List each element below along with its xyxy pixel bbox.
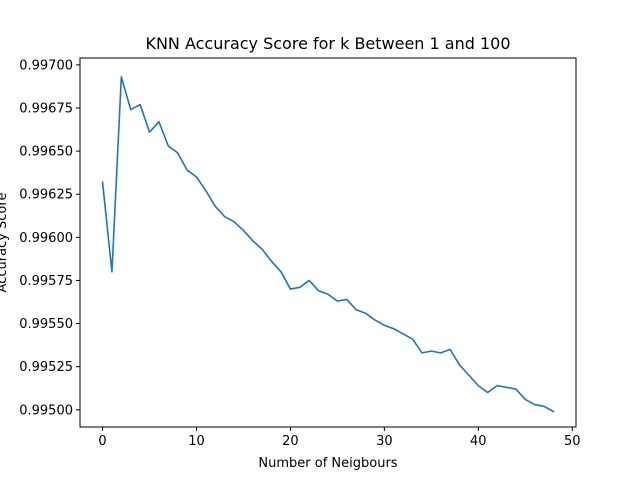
axes-frame bbox=[79, 57, 577, 428]
y-tick-label: 0.99550 bbox=[19, 317, 73, 332]
y-tick-label: 0.99500 bbox=[19, 403, 73, 418]
y-tick-label: 0.99575 bbox=[19, 274, 73, 289]
x-tick-label: 20 bbox=[282, 434, 299, 449]
x-axis-ticks: 0 10 20 30 40 50 bbox=[98, 427, 581, 449]
x-tick-label: 40 bbox=[470, 434, 487, 449]
y-tick-label: 0.99625 bbox=[19, 188, 73, 203]
series-line-0 bbox=[101, 76, 555, 413]
y-tick-label: 0.99675 bbox=[19, 102, 73, 117]
y-axis-ticks: 0.99500 0.99525 0.99550 0.99575 0.99600 0.996… bbox=[19, 58, 80, 418]
x-axis-label: Number of Neigbours bbox=[258, 456, 397, 471]
y-tick-label: 0.99700 bbox=[19, 58, 73, 73]
y-axis-label: Accuracy Score bbox=[0, 193, 10, 293]
chart-title: KNN Accuracy Score for k Between 1 and 1… bbox=[145, 34, 510, 53]
x-tick-label: 0 bbox=[98, 434, 106, 449]
x-tick-label: 50 bbox=[564, 434, 581, 449]
y-tick-label: 0.99525 bbox=[19, 360, 73, 375]
x-tick-label: 10 bbox=[188, 434, 205, 449]
plot-area bbox=[101, 76, 555, 413]
y-tick-label: 0.99600 bbox=[19, 231, 73, 246]
x-tick-label: 30 bbox=[376, 434, 393, 449]
y-tick-label: 0.99650 bbox=[19, 145, 73, 160]
